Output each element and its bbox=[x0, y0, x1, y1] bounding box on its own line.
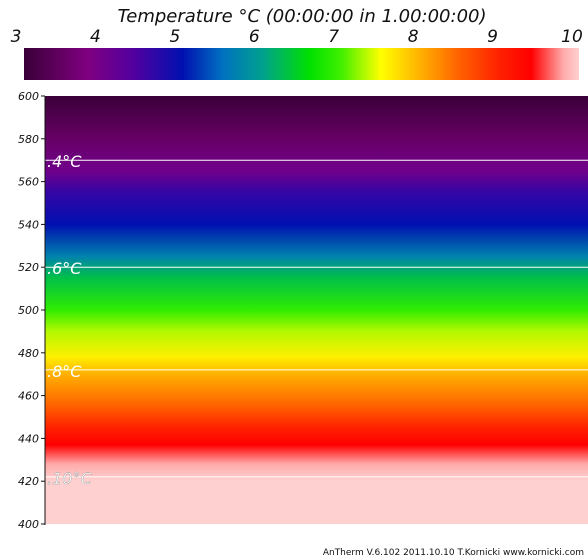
isoline-label: .4°C bbox=[47, 152, 82, 171]
isoline-label: .6°C bbox=[47, 259, 82, 278]
temperature-field bbox=[45, 96, 588, 524]
colorbar-tick-label: 5 bbox=[169, 27, 180, 47]
colorbar-tick-label: 10 bbox=[561, 27, 583, 47]
colorbar-tick-label: 3 bbox=[11, 27, 22, 47]
y-tick-label: 560 bbox=[18, 176, 39, 189]
y-tick-label: 440 bbox=[18, 432, 39, 445]
y-tick-label: 400 bbox=[18, 518, 39, 531]
colorbar-ticks: 3 4 5 6 7 8 9 10 bbox=[11, 27, 583, 47]
colorbar-tick-label: 4 bbox=[90, 27, 101, 47]
plot-area: .4°C .6°C .8°C .10°C 600 580 560 540 520 500 480 4… bbox=[18, 90, 588, 531]
y-tick-label: 500 bbox=[18, 304, 39, 317]
y-axis-ticks: 600 580 560 540 520 500 480 460 440 420 400 bbox=[18, 90, 45, 531]
isoline-label: .10°C bbox=[47, 469, 92, 488]
y-tick-label: 460 bbox=[18, 390, 39, 403]
y-tick-label: 540 bbox=[18, 218, 39, 231]
isolines: .4°C .6°C .8°C .10°C bbox=[45, 152, 588, 488]
y-tick-label: 480 bbox=[18, 347, 39, 360]
y-tick-label: 520 bbox=[18, 261, 39, 274]
colorbar-tick-label: 6 bbox=[249, 27, 260, 47]
colorbar: 3 4 5 6 7 8 9 10 bbox=[11, 27, 583, 80]
colorbar-tick-label: 8 bbox=[408, 27, 419, 47]
y-tick-label: 420 bbox=[18, 475, 39, 488]
y-tick-label: 580 bbox=[18, 133, 39, 146]
colorbar-gradient bbox=[24, 48, 579, 80]
footer-credit: AnTherm V.6.102 2011.10.10 T.Kornicki ww… bbox=[323, 548, 584, 558]
isoline-label: .8°C bbox=[47, 362, 82, 381]
colorbar-tick-label: 9 bbox=[487, 27, 498, 47]
y-tick-label: 600 bbox=[18, 90, 39, 103]
colorbar-tick-label: 7 bbox=[328, 27, 339, 47]
chart-title: Temperature °C (00:00:00 in 1.00:00:00) bbox=[117, 6, 486, 27]
